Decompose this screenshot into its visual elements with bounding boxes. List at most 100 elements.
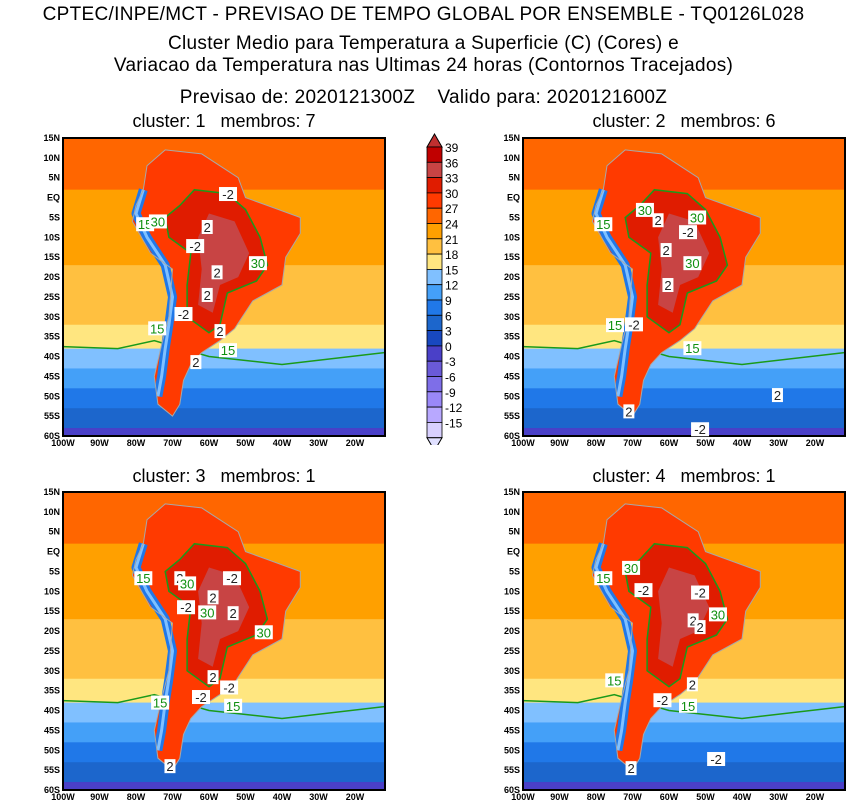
contour-label: -2 bbox=[222, 187, 234, 202]
colorbar-label: -3 bbox=[445, 355, 456, 369]
contour-label: 30 bbox=[690, 210, 704, 225]
lat-tick-label: 5S bbox=[509, 212, 520, 222]
contour-label-box bbox=[652, 213, 664, 228]
contour-label-box bbox=[771, 388, 783, 403]
lon-tick-label: 90W bbox=[550, 792, 569, 802]
panel-2-title: cluster: 2 membros: 6 bbox=[592, 111, 776, 131]
colorbar-label: 33 bbox=[445, 172, 459, 186]
contour-label-box bbox=[227, 606, 239, 621]
contour-label-box bbox=[679, 225, 698, 240]
temperature-band bbox=[523, 722, 845, 744]
lat-tick-label: 25S bbox=[504, 292, 520, 302]
lat-tick-label: 30S bbox=[44, 312, 60, 322]
contour-label: 15 bbox=[150, 321, 164, 336]
lat-tick-label: 10N bbox=[43, 507, 60, 517]
lat-tick-label: 55S bbox=[504, 411, 520, 421]
map-panel-1: 15 30 -2 2 -2 30 2 2 -2 15 2 15 2 15N 10N 5N EQ 5S 10S 15S 2… bbox=[43, 133, 386, 448]
figure-title-line2: Cluster Medio para Temperatura a Superfi… bbox=[168, 33, 679, 54]
temperature-band bbox=[63, 368, 385, 390]
contour-label: -2 bbox=[178, 307, 190, 322]
lon-tick-label: 90W bbox=[90, 438, 109, 448]
temperature-band bbox=[523, 782, 845, 790]
contour-label-box bbox=[177, 600, 196, 615]
contour-label-box bbox=[662, 278, 674, 293]
contour-label: 2 bbox=[166, 759, 173, 774]
temperature-band bbox=[523, 742, 845, 764]
contour-label: 15 bbox=[608, 318, 622, 333]
colorbar-swatch bbox=[426, 284, 443, 301]
lon-tick-label: 50W bbox=[696, 792, 715, 802]
lat-tick-label: 20S bbox=[504, 626, 520, 636]
lon-tick-label: 40W bbox=[733, 438, 752, 448]
contour-label-box bbox=[687, 613, 699, 628]
contour-label-box bbox=[679, 698, 698, 713]
contour-label: 2 bbox=[662, 243, 669, 258]
lat-tick-label: 35S bbox=[504, 686, 520, 696]
lat-tick-label: 15S bbox=[44, 252, 60, 262]
contour-label-box bbox=[219, 343, 238, 358]
lat-tick-label: 35S bbox=[44, 686, 60, 696]
lat-tick-label: 5N bbox=[508, 173, 520, 183]
contour-label: 30 bbox=[151, 214, 165, 229]
temperature-band bbox=[63, 742, 385, 764]
contour-label-box bbox=[201, 287, 213, 302]
lon-tick-label: 30W bbox=[309, 792, 328, 802]
contour-label: 15 bbox=[136, 571, 150, 586]
map-panel-2: 15 30 2 30 -2 2 30 2 -2 15 15 2 2 -2 15N 10N 5N EQ 5S 10S 15… bbox=[503, 133, 846, 448]
coastline bbox=[591, 503, 761, 771]
contour-label: 2 bbox=[213, 265, 220, 280]
contour-label: -2 bbox=[682, 225, 694, 240]
colorbar-label: 12 bbox=[445, 279, 459, 293]
lon-tick-label: 100W bbox=[51, 792, 75, 802]
lat-tick-label: 15S bbox=[44, 606, 60, 616]
contour-label-box bbox=[683, 256, 702, 271]
contour-label-box bbox=[223, 571, 242, 586]
lat-tick-label: 5N bbox=[48, 527, 60, 537]
colorbar-swatch bbox=[426, 238, 443, 255]
lat-tick-label: 15N bbox=[43, 133, 60, 143]
forecast-dates: Previsao de: 2020121300Z Valido para: 20… bbox=[179, 87, 668, 108]
contour-label-box bbox=[214, 324, 226, 339]
colorbar-swatch bbox=[426, 161, 443, 178]
lat-tick-label: 30S bbox=[504, 666, 520, 676]
map-frame bbox=[522, 491, 846, 791]
temperature-band bbox=[523, 388, 845, 410]
lat-tick-label: 25S bbox=[44, 292, 60, 302]
temperature-band bbox=[63, 762, 385, 784]
contour-label: -2 bbox=[195, 690, 207, 705]
contour-label: 30 bbox=[251, 256, 265, 271]
colorbar-label: 6 bbox=[445, 309, 452, 323]
lon-tick-label: 30W bbox=[769, 438, 788, 448]
contour-label: 2 bbox=[664, 278, 671, 293]
contour-label: 2 bbox=[204, 288, 211, 303]
contour-label-box bbox=[151, 695, 170, 710]
contour-label-box bbox=[686, 677, 698, 692]
lat-tick-label: 5N bbox=[508, 527, 520, 537]
lat-tick-label: 20S bbox=[44, 626, 60, 636]
lat-tick-label: 60S bbox=[504, 431, 520, 441]
temperature-band bbox=[63, 428, 385, 436]
colorbar-swatch bbox=[426, 345, 443, 362]
lat-tick-label: 10S bbox=[504, 586, 520, 596]
lat-tick-label: 45S bbox=[44, 725, 60, 735]
lon-tick-label: 80W bbox=[127, 438, 146, 448]
contour-label: 2 bbox=[209, 670, 216, 685]
contour-label: -2 bbox=[694, 586, 706, 601]
figure-title-line1: CPTEC/INPE/MCT - PREVISAO DE TEMPO GLOBA… bbox=[42, 4, 805, 25]
contour-label-box bbox=[688, 210, 707, 225]
colorbar-label: 36 bbox=[445, 156, 459, 170]
lon-tick-label: 40W bbox=[273, 792, 292, 802]
lon-tick-label: 30W bbox=[769, 792, 788, 802]
contour-label-box bbox=[134, 571, 153, 586]
temperature-band bbox=[63, 722, 385, 744]
contour-label: -2 bbox=[638, 583, 650, 598]
lat-tick-label: 25S bbox=[44, 646, 60, 656]
lat-tick-label: 35S bbox=[44, 332, 60, 342]
lon-tick-label: 20W bbox=[806, 438, 825, 448]
lat-tick-label: 5S bbox=[49, 212, 60, 222]
temperature-band bbox=[523, 762, 845, 784]
contour-label: 2 bbox=[204, 220, 211, 235]
lon-tick-label: 80W bbox=[587, 792, 606, 802]
lat-tick-label: EQ bbox=[507, 193, 520, 203]
colorbar-label: 27 bbox=[445, 202, 459, 216]
